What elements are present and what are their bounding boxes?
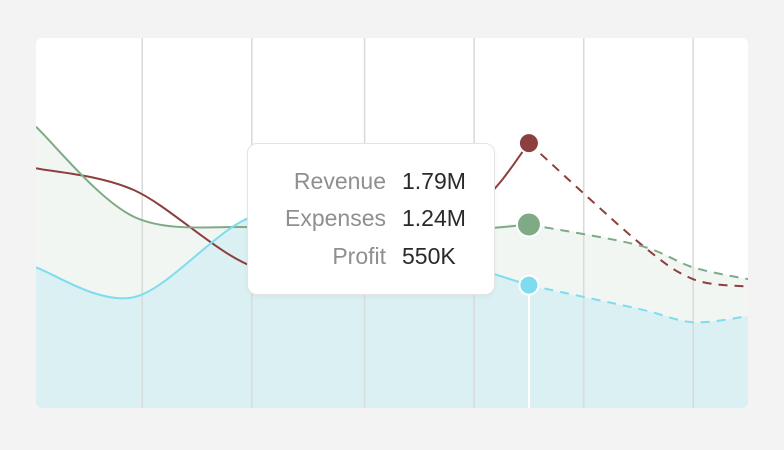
area-fill-profit xyxy=(36,212,748,408)
tooltip-value-expenses: 1.24M xyxy=(402,205,466,231)
tooltip-label-expenses: Expenses xyxy=(284,205,386,231)
tooltip-row-revenue: Revenue 1.79M xyxy=(248,168,494,198)
series-projection-profit xyxy=(528,284,748,324)
tooltip-label-profit: Profit xyxy=(332,243,386,269)
chart-card: Revenue 1.79M Expenses 1.24M Profit 550K xyxy=(36,38,748,408)
marker-profit xyxy=(518,274,540,296)
marker-expenses xyxy=(515,211,542,238)
tooltip-row-expenses: Expenses 1.24M xyxy=(248,205,494,235)
series-projection-expenses xyxy=(528,223,748,281)
tooltip-value-revenue: 1.79M xyxy=(402,168,466,194)
marker-revenue xyxy=(517,132,540,155)
chart-tooltip: Revenue 1.79M Expenses 1.24M Profit 550K xyxy=(247,143,495,295)
tooltip-label-revenue: Revenue xyxy=(293,168,386,194)
tooltip-value-profit: 550K xyxy=(402,243,456,269)
tooltip-row-profit: Profit 550K xyxy=(248,243,494,273)
series-projection-revenue xyxy=(528,142,748,288)
